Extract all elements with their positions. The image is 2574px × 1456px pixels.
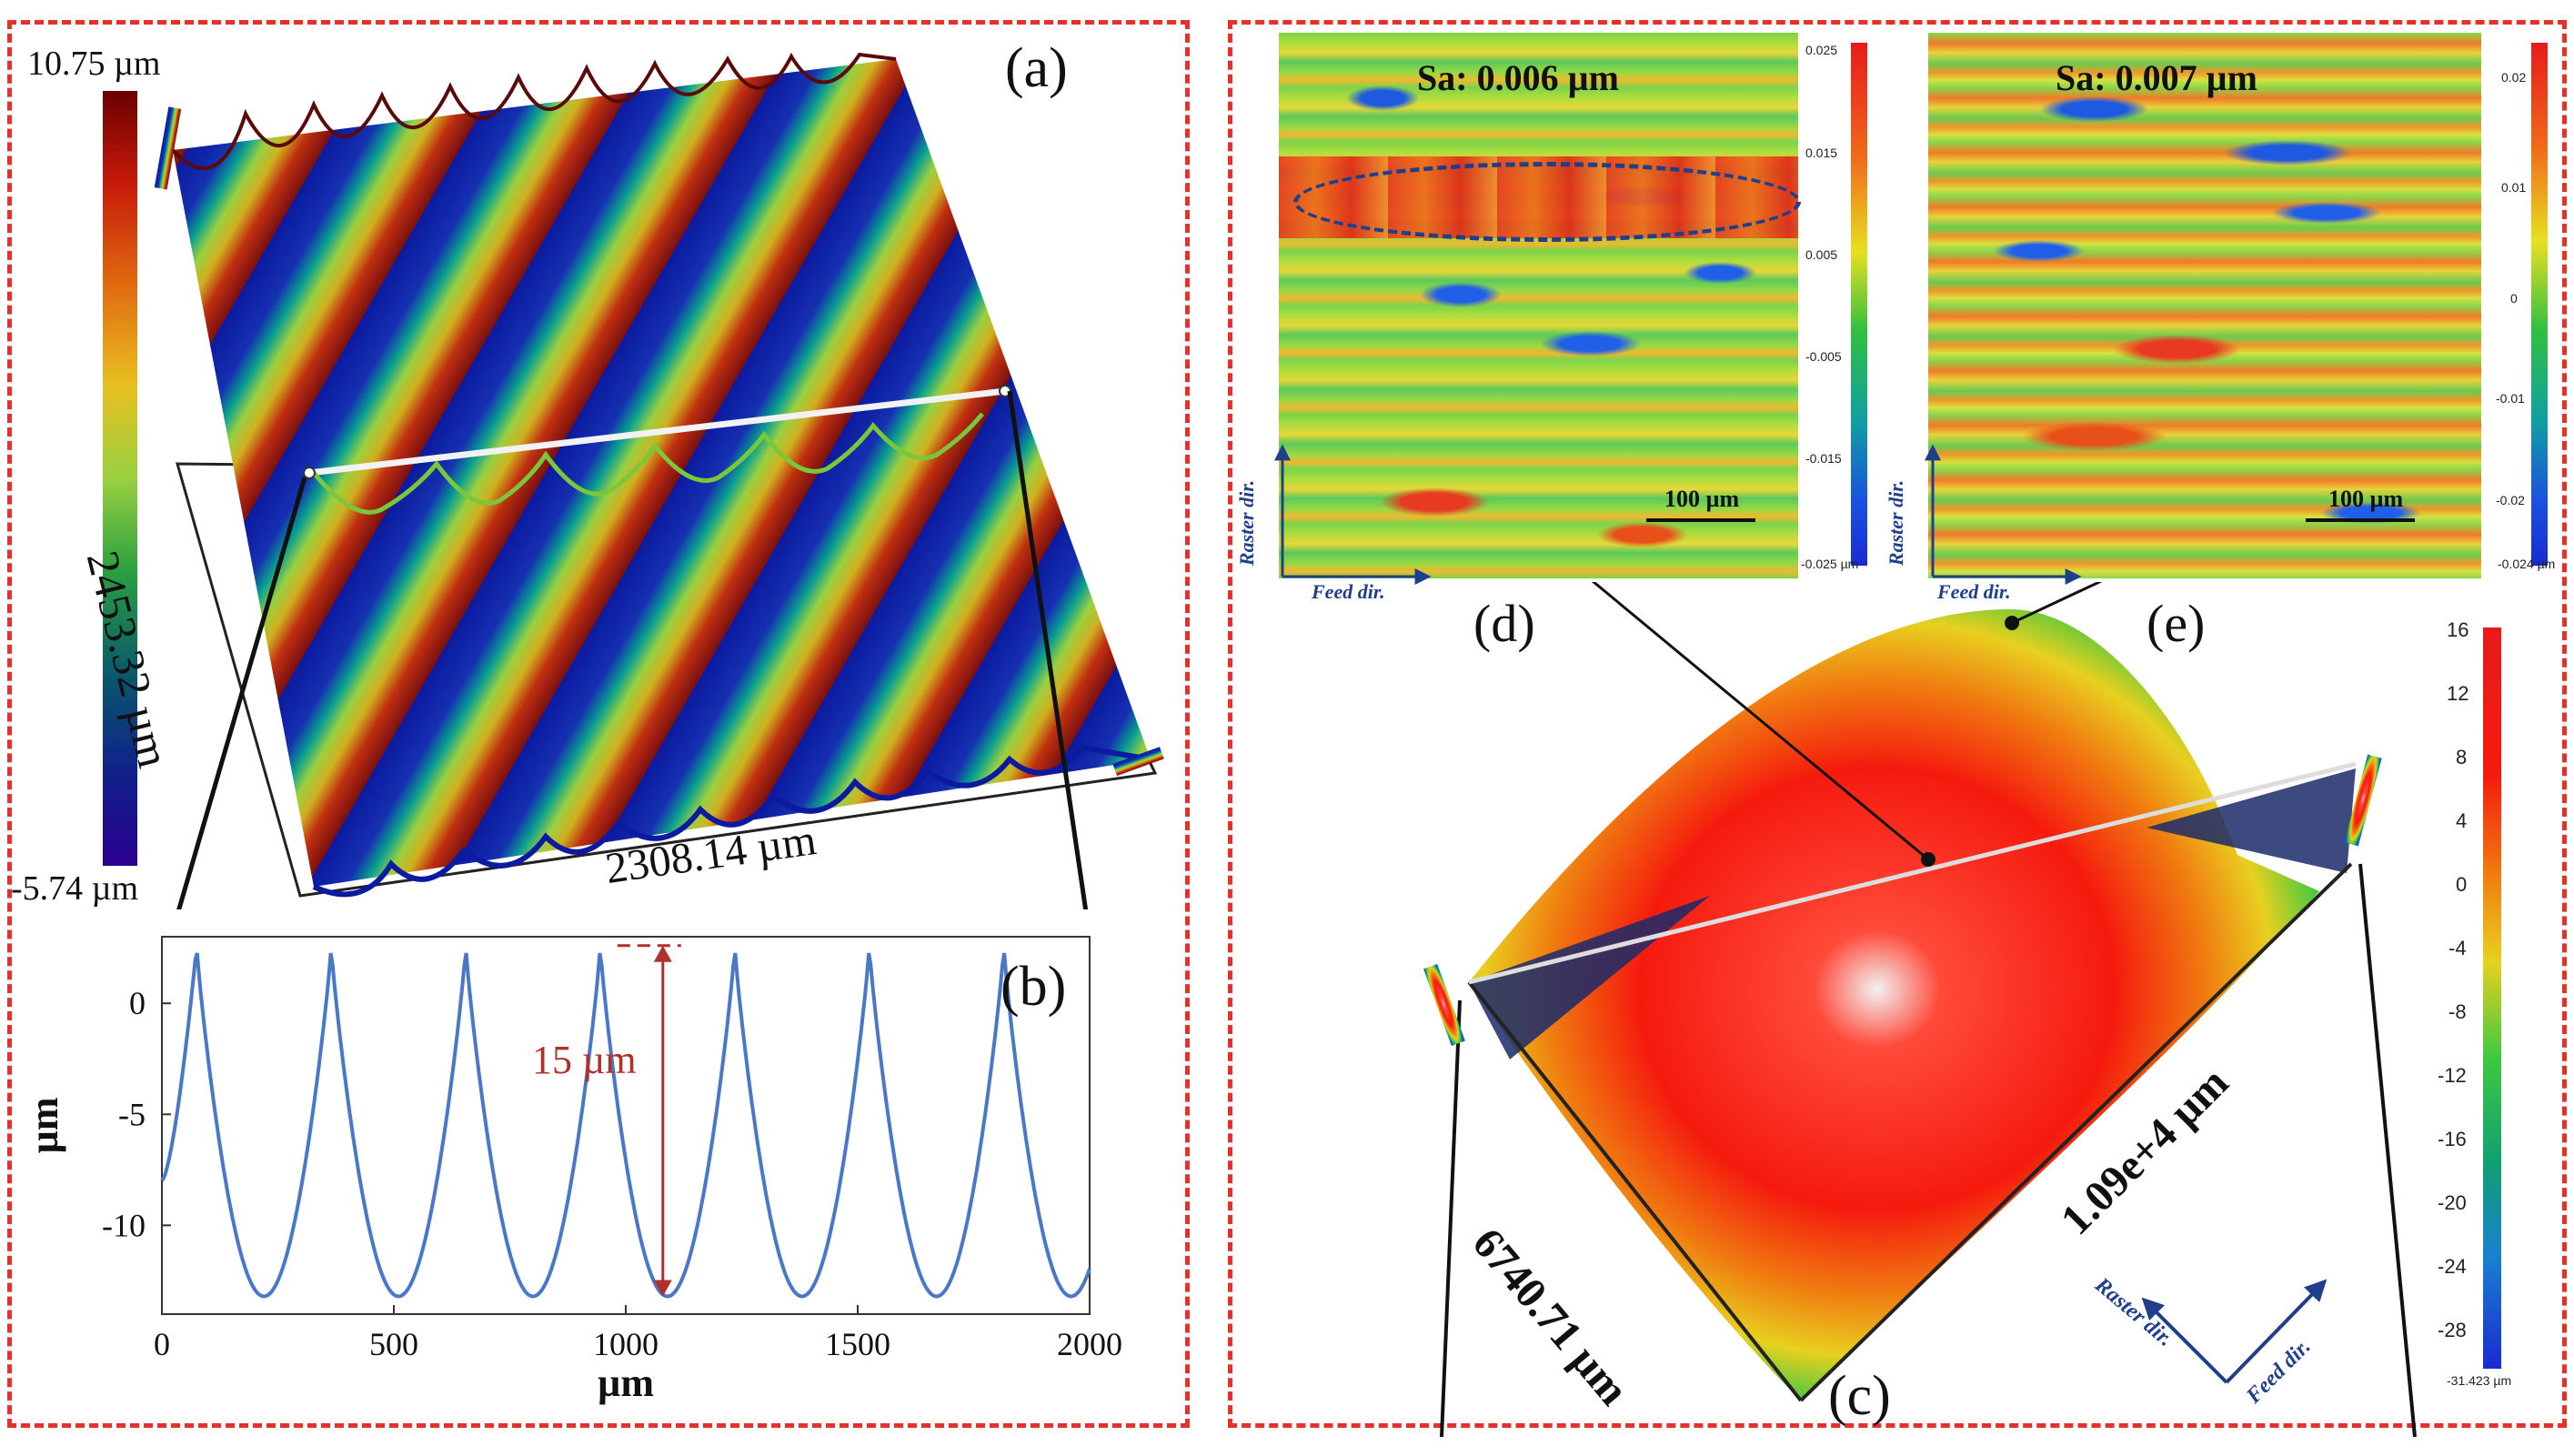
panel-d-cb-tick: -0.005 (1805, 349, 1842, 364)
panel-a-top-edge (171, 52, 897, 171)
panel-d-map (1279, 33, 1798, 578)
x-tick-label: 1500 (825, 1326, 890, 1362)
panel-a-cut-profile (312, 412, 984, 515)
panel-e-cb-tick: 0 (2510, 291, 2518, 306)
panel-a-cut-line (308, 387, 1006, 477)
panel-c-cb-tick: 16 (2447, 618, 2469, 641)
panel-a-striped-surface (173, 59, 1151, 887)
panel-c-colorbar (2483, 628, 2501, 1369)
panel-d-cb-tick: 0.005 (1805, 247, 1838, 262)
panel-e-scale-label: 100 µm (2328, 486, 2404, 512)
panel-c-cb-tick: -16 (2438, 1128, 2467, 1150)
panel-d-cb-tick: 0.025 (1805, 43, 1838, 57)
panel-e-cb-tick: -0.02 (2496, 493, 2525, 507)
panel-e-sa: Sa: 0.007 µm (2056, 57, 2257, 98)
x-tick-label: 1000 (593, 1326, 659, 1362)
panel-e-scale-bar (2306, 518, 2415, 522)
panel-c-cb-tick: 0 (2456, 873, 2468, 896)
panel-a-colorbar (103, 91, 137, 866)
left-panel-frame (7, 20, 1190, 1428)
panel-e-colorbar (2531, 43, 2548, 566)
panel-e-label: (e) (2147, 594, 2206, 653)
chart-plot-frame (161, 936, 1091, 1315)
panel-d-scale-label: 100 µm (1664, 486, 1740, 512)
amplitude-arrow-head-top (653, 945, 672, 962)
panel-a-label: (a) (1005, 37, 1068, 99)
panel-e-cb-tick: 0.01 (2501, 180, 2527, 195)
panel-c-cb-tick: -4 (2448, 937, 2467, 959)
panel-d-sa: Sa: 0.006 µm (1417, 57, 1619, 98)
panel-a-zoom-line-right (1007, 390, 1089, 909)
panel-c-cb-tick: -24 (2438, 1255, 2467, 1278)
panel-c-cb-tick: -8 (2448, 1000, 2467, 1023)
panel-c-curved-surface (1469, 609, 2319, 1401)
y-tick-label: -5 (118, 1096, 146, 1132)
panel-a: 10.75 µm -5.74 µm 2453.32 µm (a) (0, 0, 1182, 909)
y-tick-label: -10 (102, 1207, 146, 1243)
panel-c-label: (c) (1828, 1365, 1891, 1427)
y-axis-label: µm (22, 1097, 66, 1153)
panel-c-surface (1423, 582, 2417, 1437)
panel-c-pointer-d (1591, 582, 1929, 861)
panel-e: Sa: 0.007 µm 100 µm 0.02 0.01 0 -0.01 -0… (1883, 20, 2574, 657)
panel-d: Sa: 0.006 µm 100 µm 0.025 0.015 0.005 -0… (1228, 20, 1883, 657)
x-tick-label: 2000 (1057, 1326, 1122, 1362)
panel-a-zoom-line-left (176, 477, 307, 909)
panel-a-bottom-edge (312, 744, 1151, 898)
x-tick-label: 500 (369, 1326, 418, 1362)
panel-e-raster-dir: Raster dir. (1885, 479, 1908, 567)
panel-c-cb-tick: -28 (2438, 1319, 2467, 1341)
panel-d-direction-arrows (1274, 444, 1432, 585)
panel-a-colorbar-min: -5.74 µm (11, 869, 139, 908)
panel-b: 0 500 1000 1500 2000 0 -5 -10 µm µm (b) 15 µm (0, 928, 1182, 1437)
panel-c: 6740.71 µm 1.09e+4 µm Raster dir. Feed d… (1228, 582, 2567, 1437)
panel-c-cb-min: -31.423 µm (2447, 1373, 2512, 1388)
panel-d-cb-tick: 0.015 (1805, 146, 1838, 160)
panel-c-cb-tick: 4 (2456, 809, 2468, 832)
panel-d-colorbar (1851, 43, 1867, 566)
right-panel-frame (1228, 20, 2567, 1428)
panel-c-cb-tick: 8 (2456, 746, 2468, 768)
panel-d-scale-bar (1646, 518, 1755, 522)
panel-a-surface (154, 52, 1164, 909)
panel-e-feed-dir: Feed dir. (1937, 580, 2011, 603)
panel-d-raster-dir: Raster dir. (1235, 479, 1259, 567)
panel-d-cb-min: -0.025 µm (1801, 557, 1859, 571)
y-tick-label: 0 (129, 985, 146, 1021)
panel-c-cb-tick: -12 (2438, 1064, 2467, 1087)
panel-a-colorbar-max: 10.75 µm (27, 45, 161, 83)
panel-b-label: (b) (1000, 956, 1067, 1018)
panel-d-label: (d) (1473, 594, 1535, 653)
profile-series-line (160, 952, 1091, 1299)
panel-c-pointer-e (2011, 582, 2103, 625)
panel-c-cb-tick: -20 (2438, 1191, 2467, 1214)
amplitude-arrow-head-bottom (653, 1280, 672, 1297)
panel-b-amplitude-label: 15 µm (532, 1038, 637, 1082)
panel-e-direction-arrows (1925, 444, 2082, 585)
panel-d-feed-dir: Feed dir. (1312, 580, 1385, 603)
panel-d-ellipse-highlight (1293, 162, 1801, 242)
panel-e-cb-tick: -0.01 (2496, 391, 2525, 406)
panel-b-chart: 0 500 1000 1500 2000 0 -5 -10 µm µm (22, 936, 1122, 1405)
panel-e-cb-tick: 0.02 (2501, 70, 2527, 85)
x-axis-label: µm (598, 1361, 654, 1405)
panel-d-cb-tick: -0.015 (1805, 451, 1842, 466)
panel-c-right-wedge (2147, 768, 2356, 873)
x-tick-label: 0 (154, 1326, 170, 1362)
panel-e-map (1928, 33, 2481, 578)
panel-e-cb-min: -0.024 µm (2498, 557, 2556, 571)
panel-c-cb-tick: 12 (2447, 682, 2469, 705)
